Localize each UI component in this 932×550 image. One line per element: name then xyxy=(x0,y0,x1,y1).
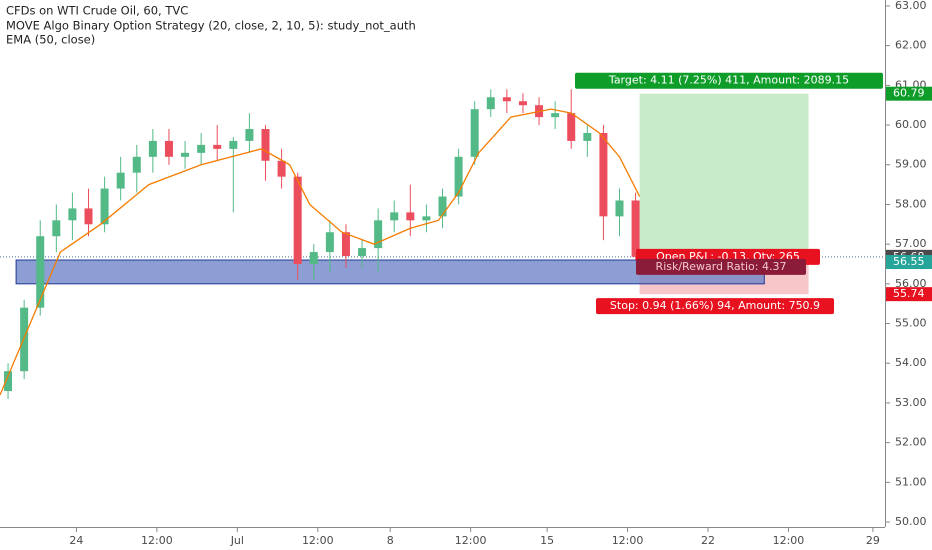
y-tick-label: 63.00 xyxy=(895,0,927,12)
target-zone xyxy=(639,93,809,257)
chart-title: CFDs on WTI Crude Oil, 60, TVC xyxy=(6,4,188,18)
candle-body xyxy=(341,232,350,257)
price-badge xyxy=(886,255,932,270)
position-label: Stop: 0.94 (1.66%) 94, Amount: 750.9 xyxy=(610,299,820,312)
candle-body xyxy=(4,371,13,392)
position-label-box xyxy=(575,72,883,89)
y-tick-label: 54.00 xyxy=(895,356,927,369)
candle-body xyxy=(567,113,576,141)
candle-body xyxy=(132,156,141,173)
candle-body xyxy=(390,212,399,221)
candle-body xyxy=(615,200,624,217)
y-tick-label: 60.00 xyxy=(895,118,927,131)
candle-body xyxy=(551,113,560,118)
candle-body xyxy=(470,109,479,157)
candle-body xyxy=(213,144,222,149)
candle-body xyxy=(116,172,125,189)
y-tick-label: 62.00 xyxy=(895,39,927,52)
price-badge xyxy=(886,287,932,302)
candle-body xyxy=(100,188,109,225)
ema-line xyxy=(0,108,641,396)
candle-body xyxy=(502,97,511,102)
candle-body xyxy=(631,200,640,257)
y-tick-label: 57.00 xyxy=(895,237,927,250)
candle-body xyxy=(309,252,318,264)
candle-body xyxy=(422,216,431,221)
candle-body xyxy=(293,176,302,264)
y-tick-label: 55.00 xyxy=(895,317,927,330)
x-tick-label: 12:00 xyxy=(141,534,173,547)
candle-body xyxy=(36,236,45,308)
candle-body xyxy=(84,208,93,225)
x-tick-label: 12:00 xyxy=(302,534,334,547)
candle-body xyxy=(374,220,383,249)
x-tick-label: 24 xyxy=(69,534,83,547)
indicator-label: MOVE Algo Binary Option Strategy (20, cl… xyxy=(6,19,416,33)
candle-body xyxy=(406,212,415,221)
y-tick-label: 56.00 xyxy=(895,277,927,290)
candle-body xyxy=(164,140,173,157)
x-tick-label: 22 xyxy=(701,534,715,547)
candle-body xyxy=(52,220,61,237)
price-badge-label: 56.55 xyxy=(893,255,925,268)
x-tick-label: Jul xyxy=(230,534,244,547)
x-tick-label: 12:00 xyxy=(455,534,487,547)
x-tick-label: 8 xyxy=(387,534,394,547)
y-tick-label: 51.00 xyxy=(895,475,927,488)
candle-body xyxy=(583,132,592,141)
candle-body xyxy=(229,140,238,149)
x-tick-label: 12:00 xyxy=(612,534,644,547)
position-label: Risk/Reward Ratio: 4.37 xyxy=(656,260,787,273)
candle-body xyxy=(181,152,190,157)
candle-body xyxy=(277,160,286,177)
candle-body xyxy=(261,129,270,161)
candle-body xyxy=(245,129,254,141)
candle-body xyxy=(518,101,527,106)
y-tick-label: 59.00 xyxy=(895,158,927,171)
y-tick-label: 58.00 xyxy=(895,197,927,210)
x-tick-label: 12:00 xyxy=(773,534,805,547)
y-tick-label: 52.00 xyxy=(895,436,927,449)
y-tick-label: 53.00 xyxy=(895,396,927,409)
y-tick-label: 50.00 xyxy=(895,515,927,528)
position-label-box xyxy=(636,258,806,275)
x-tick-label: 15 xyxy=(540,534,554,547)
position-label: Target: 4.11 (7.25%) 411, Amount: 2089.1… xyxy=(608,74,849,87)
candle-body xyxy=(197,144,206,153)
candle-body xyxy=(148,140,157,157)
candle-body xyxy=(438,196,447,217)
candle-body xyxy=(358,248,367,257)
price-badge xyxy=(886,86,932,101)
indicator-label: EMA (50, close) xyxy=(6,33,95,47)
price-badge-label: 60.79 xyxy=(893,87,925,100)
candle-body xyxy=(486,97,495,110)
candle-body xyxy=(599,132,608,217)
position-label-box xyxy=(596,298,834,315)
price-badge-label: 55.74 xyxy=(893,287,925,300)
x-tick-label: 29 xyxy=(866,534,880,547)
candle-body xyxy=(325,232,334,253)
candle-body xyxy=(68,208,77,221)
candle-body xyxy=(454,156,463,197)
